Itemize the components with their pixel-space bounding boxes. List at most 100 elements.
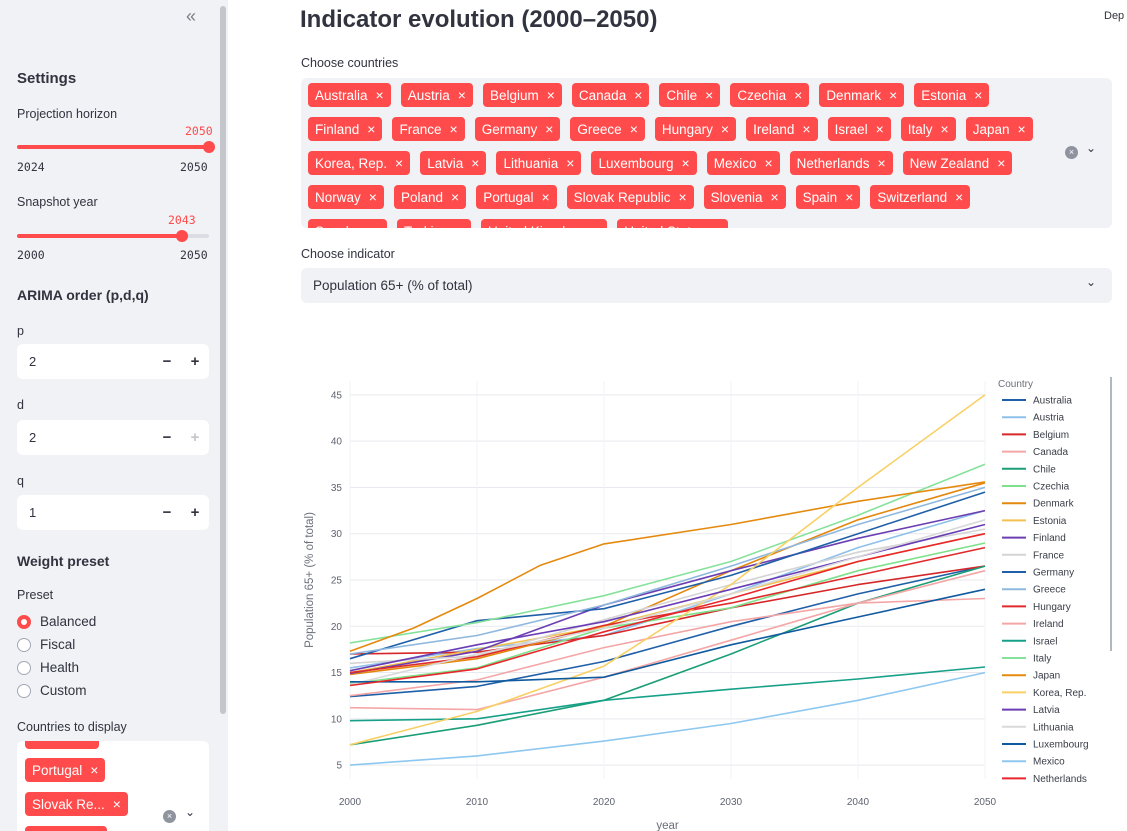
- clear-selection-icon[interactable]: ×: [163, 810, 176, 823]
- preset-radio-custom[interactable]: Custom: [17, 683, 87, 698]
- country-tag[interactable]: Netherlands ×: [790, 151, 893, 175]
- country-tag[interactable]: United Kingdom ×: [481, 219, 607, 228]
- indicator-line-chart[interactable]: 5 10 15 20 25 30 35 40 45 2000 2010 2020 2030 2040 205…: [300, 371, 1127, 831]
- display-tag[interactable]: Slovak Re... ×: [25, 792, 128, 816]
- country-tag[interactable]: Turkiye ×: [397, 219, 471, 228]
- legend-item[interactable]: Estonia: [1033, 516, 1067, 527]
- remove-tag-icon[interactable]: ×: [889, 87, 897, 103]
- country-tag[interactable]: Czechia ×: [730, 83, 809, 107]
- arima-p-decrement-button[interactable]: −: [153, 353, 181, 370]
- legend-item[interactable]: Australia: [1033, 396, 1072, 407]
- arima-d-increment-button[interactable]: +: [181, 429, 209, 446]
- remove-tag-icon[interactable]: ×: [456, 223, 464, 228]
- country-tag[interactable]: Denmark ×: [819, 83, 904, 107]
- legend-item[interactable]: Lithuania: [1033, 722, 1074, 733]
- remove-tag-icon[interactable]: ×: [997, 155, 1005, 171]
- remove-tag-icon[interactable]: ×: [372, 223, 380, 228]
- legend-item[interactable]: Canada: [1033, 447, 1068, 458]
- chevron-down-icon[interactable]: ⌄: [1086, 275, 1096, 289]
- arima-q-value[interactable]: 1: [17, 505, 153, 520]
- remove-tag-icon[interactable]: ×: [90, 762, 98, 778]
- remove-tag-icon[interactable]: ×: [955, 189, 963, 205]
- remove-tag-icon[interactable]: ×: [369, 189, 377, 205]
- remove-tag-icon[interactable]: ×: [592, 223, 600, 228]
- remove-tag-icon[interactable]: ×: [705, 87, 713, 103]
- remove-tag-icon[interactable]: ×: [566, 155, 574, 171]
- arima-p-value[interactable]: 2: [17, 354, 153, 369]
- country-tag[interactable]: Canada ×: [572, 83, 649, 107]
- remove-tag-icon[interactable]: ×: [471, 155, 479, 171]
- remove-tag-icon[interactable]: ×: [1018, 121, 1026, 137]
- arima-d-input[interactable]: 2 − +: [17, 420, 209, 455]
- remove-tag-icon[interactable]: ×: [877, 155, 885, 171]
- preset-radio-balanced[interactable]: Balanced: [17, 614, 96, 629]
- projection-horizon-slider[interactable]: [17, 145, 209, 149]
- country-tag[interactable]: Latvia ×: [420, 151, 486, 175]
- sidebar-scrollbar[interactable]: [220, 6, 226, 714]
- legend-item[interactable]: Mexico: [1033, 757, 1065, 768]
- country-tag[interactable]: United States ×: [617, 219, 728, 228]
- country-tag[interactable]: Ireland ×: [746, 117, 817, 141]
- remove-tag-icon[interactable]: ×: [458, 87, 466, 103]
- country-tag[interactable]: Portugal ×: [476, 185, 556, 209]
- chevron-down-icon[interactable]: ⌄: [185, 805, 195, 819]
- arima-d-value[interactable]: 2: [17, 430, 153, 445]
- country-tag[interactable]: New Zealand ×: [903, 151, 1013, 175]
- country-tag[interactable]: Lithuania ×: [496, 151, 581, 175]
- country-tag[interactable]: Switzerland ×: [870, 185, 970, 209]
- remove-tag-icon[interactable]: ×: [721, 121, 729, 137]
- legend-item[interactable]: Korea, Rep.: [1033, 688, 1086, 699]
- remove-tag-icon[interactable]: ×: [547, 87, 555, 103]
- remove-tag-icon[interactable]: ×: [545, 121, 553, 137]
- display-tag[interactable]: Portugal ×: [25, 758, 105, 782]
- country-tag[interactable]: Japan ×: [966, 117, 1033, 141]
- legend-item[interactable]: Hungary: [1033, 602, 1071, 613]
- country-tag[interactable]: Chile ×: [659, 83, 720, 107]
- country-tag[interactable]: Sweden ×: [308, 219, 387, 228]
- legend-item[interactable]: Israel: [1033, 636, 1057, 647]
- country-tag[interactable]: Mexico ×: [707, 151, 780, 175]
- radio-unselected-icon[interactable]: [17, 638, 31, 652]
- arima-q-increment-button[interactable]: +: [181, 504, 209, 521]
- country-tag[interactable]: Luxembourg ×: [591, 151, 696, 175]
- country-tag[interactable]: Austria ×: [401, 83, 473, 107]
- display-tag-partial[interactable]: [25, 741, 99, 749]
- legend-item[interactable]: Germany: [1033, 568, 1074, 579]
- remove-tag-icon[interactable]: ×: [541, 189, 549, 205]
- collapse-sidebar-icon[interactable]: «: [186, 6, 193, 27]
- series-line[interactable]: [350, 492, 985, 659]
- series-line[interactable]: [350, 589, 985, 682]
- country-tag[interactable]: Italy ×: [901, 117, 956, 141]
- legend-item[interactable]: Denmark: [1033, 499, 1075, 510]
- arima-d-decrement-button[interactable]: −: [153, 429, 181, 446]
- country-tag[interactable]: Spain ×: [796, 185, 861, 209]
- remove-tag-icon[interactable]: ×: [713, 223, 721, 228]
- remove-tag-icon[interactable]: ×: [764, 155, 772, 171]
- preset-radio-health[interactable]: Health: [17, 660, 79, 675]
- projection-horizon-thumb[interactable]: [203, 141, 215, 153]
- legend-item[interactable]: Chile: [1033, 464, 1056, 475]
- series-line[interactable]: [350, 395, 985, 745]
- country-tag[interactable]: Hungary ×: [655, 117, 736, 141]
- arima-q-input[interactable]: 1 − +: [17, 495, 209, 530]
- legend-item[interactable]: Ireland: [1033, 619, 1064, 630]
- snapshot-year-thumb[interactable]: [176, 230, 188, 242]
- country-tag[interactable]: Australia ×: [308, 83, 391, 107]
- radio-unselected-icon[interactable]: [17, 684, 31, 698]
- preset-radio-fiscal[interactable]: Fiscal: [17, 637, 75, 652]
- country-tag[interactable]: Finland ×: [308, 117, 382, 141]
- country-tag[interactable]: Norway ×: [308, 185, 384, 209]
- remove-tag-icon[interactable]: ×: [634, 87, 642, 103]
- remove-tag-icon[interactable]: ×: [630, 121, 638, 137]
- country-tag[interactable]: Korea, Rep. ×: [308, 151, 410, 175]
- series-line[interactable]: [350, 464, 985, 643]
- remove-tag-icon[interactable]: ×: [974, 87, 982, 103]
- country-tag[interactable]: Greece ×: [570, 117, 644, 141]
- arima-p-increment-button[interactable]: +: [181, 353, 209, 370]
- snapshot-year-slider[interactable]: [17, 234, 209, 238]
- legend-item[interactable]: Italy: [1033, 654, 1051, 665]
- legend-item[interactable]: Netherlands: [1033, 774, 1087, 785]
- remove-tag-icon[interactable]: ×: [802, 121, 810, 137]
- remove-tag-icon[interactable]: ×: [678, 189, 686, 205]
- remove-tag-icon[interactable]: ×: [876, 121, 884, 137]
